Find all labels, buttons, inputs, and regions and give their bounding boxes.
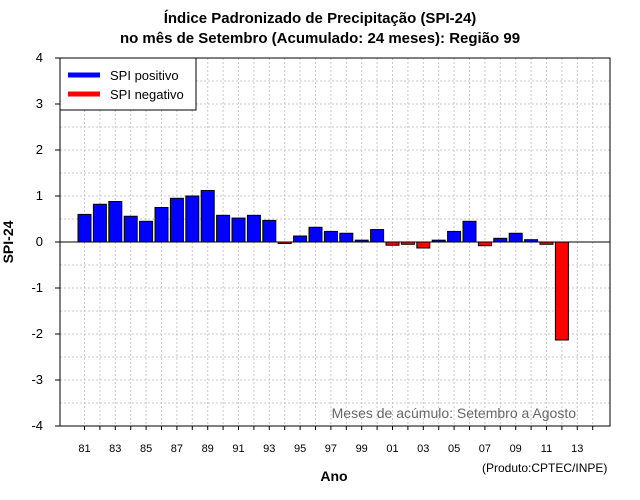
- y-tick-label: -4: [31, 418, 43, 433]
- bar-2003: [416, 241, 431, 249]
- bar-1992: [246, 214, 261, 243]
- bar-2008: [493, 237, 508, 243]
- x-tick-label: 91: [232, 443, 244, 455]
- chart-title: Índice Padronizado de Precipitação (SPI-…: [163, 10, 477, 27]
- bar-2012: [554, 241, 569, 341]
- x-tick-label: 11: [541, 443, 552, 455]
- x-tick-label: 99: [356, 443, 368, 455]
- legend-label-negative: SPI negativo: [110, 87, 184, 102]
- bar-1986: [154, 207, 169, 243]
- y-tick-label: -3: [31, 372, 43, 387]
- bar-1998: [339, 232, 354, 243]
- y-tick-label: 0: [36, 234, 43, 249]
- legend-box: [59, 57, 197, 111]
- bar-1996: [308, 226, 323, 243]
- x-tick-label: 83: [109, 443, 121, 455]
- x-tick-label: 09: [510, 443, 522, 455]
- bar-1997: [323, 230, 338, 243]
- x-tick-label: 03: [417, 443, 429, 455]
- bar-1987: [169, 197, 184, 243]
- y-axis-label: SPI-24: [0, 220, 16, 263]
- y-tick-label: 3: [36, 96, 43, 111]
- bar-1989: [200, 189, 215, 243]
- y-tick-label: 4: [36, 50, 43, 65]
- x-tick-label: 87: [171, 443, 183, 455]
- x-tick-label: 89: [202, 443, 214, 455]
- x-tick-label: 01: [386, 443, 398, 455]
- bar-1982: [92, 203, 107, 243]
- bar-2006: [462, 220, 477, 243]
- x-tick-label: 07: [479, 443, 491, 455]
- bar-2007: [477, 241, 492, 247]
- x-tick-label: 97: [325, 443, 337, 455]
- bar-1988: [185, 195, 200, 243]
- bar-2000: [370, 229, 385, 243]
- bar-2005: [447, 230, 462, 243]
- bar-1983: [108, 201, 123, 243]
- y-tick-label: 1: [36, 188, 43, 203]
- x-tick-label: 93: [263, 443, 275, 455]
- bar-1985: [139, 220, 154, 243]
- chart-subtitle: no mês de Setembro (Acumulado: 24 meses)…: [119, 30, 521, 47]
- x-tick-label: 95: [294, 443, 306, 455]
- bar-2009: [508, 232, 523, 243]
- y-tick-label: -2: [31, 326, 43, 341]
- y-tick-label: 2: [36, 142, 43, 157]
- bar-1981: [77, 213, 92, 243]
- bar-1984: [123, 215, 138, 243]
- bar-1995: [293, 235, 308, 243]
- legend-label-positive: SPI positivo: [110, 68, 179, 83]
- y-tick-label: -1: [31, 280, 43, 295]
- x-axis-label: Ano: [320, 468, 347, 484]
- bar-1991: [231, 217, 246, 243]
- annotation-text: Meses de acúmulo: Setembro a Agosto: [332, 405, 577, 421]
- x-tick-label: 85: [140, 443, 152, 455]
- bar-1993: [262, 219, 277, 243]
- x-tick-label: 05: [448, 443, 460, 455]
- bar-1990: [216, 214, 231, 243]
- credit-text: (Produto:CPTEC/INPE): [482, 461, 608, 475]
- x-tick-label: 81: [78, 443, 90, 455]
- x-tick-label: 13: [571, 443, 583, 455]
